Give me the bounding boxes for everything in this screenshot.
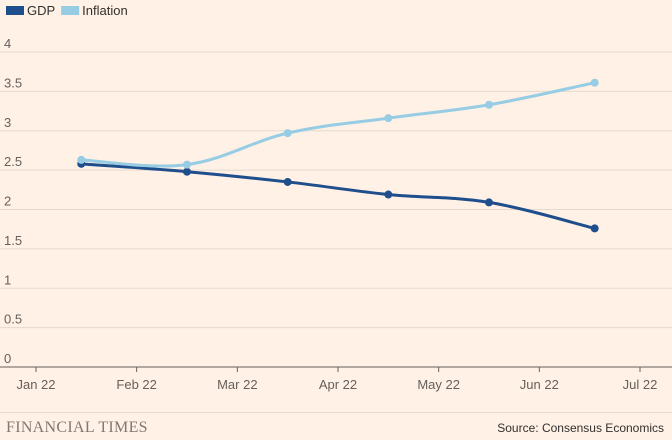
x-tick-label: Apr 22 xyxy=(319,377,357,392)
series-line-gdp xyxy=(79,162,597,230)
data-point-gdp xyxy=(485,198,493,207)
x-axis: Jan 22 Feb 22 Mar 22 Apr 22 May 22 Jun 22 Jul … xyxy=(0,366,672,392)
y-tick-label: 1.5 xyxy=(4,233,22,248)
series-line-inflation xyxy=(79,81,597,168)
data-point-inflation xyxy=(183,160,191,169)
legend-swatch-gdp xyxy=(6,6,24,15)
data-point-gdp xyxy=(283,177,292,186)
brand-logo-text: FINANCIAL TIMES xyxy=(6,419,148,436)
y-tick-label: 2.5 xyxy=(4,154,22,169)
data-point-inflation xyxy=(485,100,493,109)
data-point-inflation xyxy=(283,129,292,138)
x-tick-label: Mar 22 xyxy=(217,377,257,392)
legend-label-inflation: Inflation xyxy=(82,3,128,18)
series-lines xyxy=(77,78,599,233)
y-tick-label: 3.5 xyxy=(4,75,22,90)
gridlines xyxy=(0,51,672,329)
x-tick-label: Jan 22 xyxy=(16,377,55,392)
y-tick-label: 0.5 xyxy=(4,312,22,327)
line-chart: GDP Inflation 0 0.5 1 1.5 2 2.5 3 3.5 4 Jan 22 Feb… xyxy=(0,3,672,392)
y-tick-label: 0 xyxy=(4,351,11,366)
footer-divider xyxy=(0,412,672,413)
x-tick-label: Feb 22 xyxy=(116,377,156,392)
data-point-inflation xyxy=(384,114,393,123)
y-axis-ticks: 0 0.5 1 1.5 2 2.5 3 3.5 4 xyxy=(4,36,22,366)
data-point-inflation xyxy=(77,155,86,164)
source-note: Source: Consensus Economics xyxy=(497,421,664,435)
legend: GDP Inflation xyxy=(6,3,128,18)
legend-label-gdp: GDP xyxy=(27,3,55,18)
y-tick-label: 1 xyxy=(4,272,11,287)
data-point-gdp xyxy=(384,190,393,199)
x-tick-label: May 22 xyxy=(417,377,460,392)
legend-swatch-inflation xyxy=(61,6,80,15)
data-point-gdp xyxy=(590,224,599,233)
x-tick-label: Jun 22 xyxy=(520,377,559,392)
data-point-gdp xyxy=(183,167,191,176)
y-tick-label: 2 xyxy=(4,194,11,209)
y-tick-label: 3 xyxy=(4,115,11,130)
x-tick-label: Jul 22 xyxy=(623,377,658,392)
data-point-inflation xyxy=(590,78,599,87)
y-tick-label: 4 xyxy=(4,36,11,51)
